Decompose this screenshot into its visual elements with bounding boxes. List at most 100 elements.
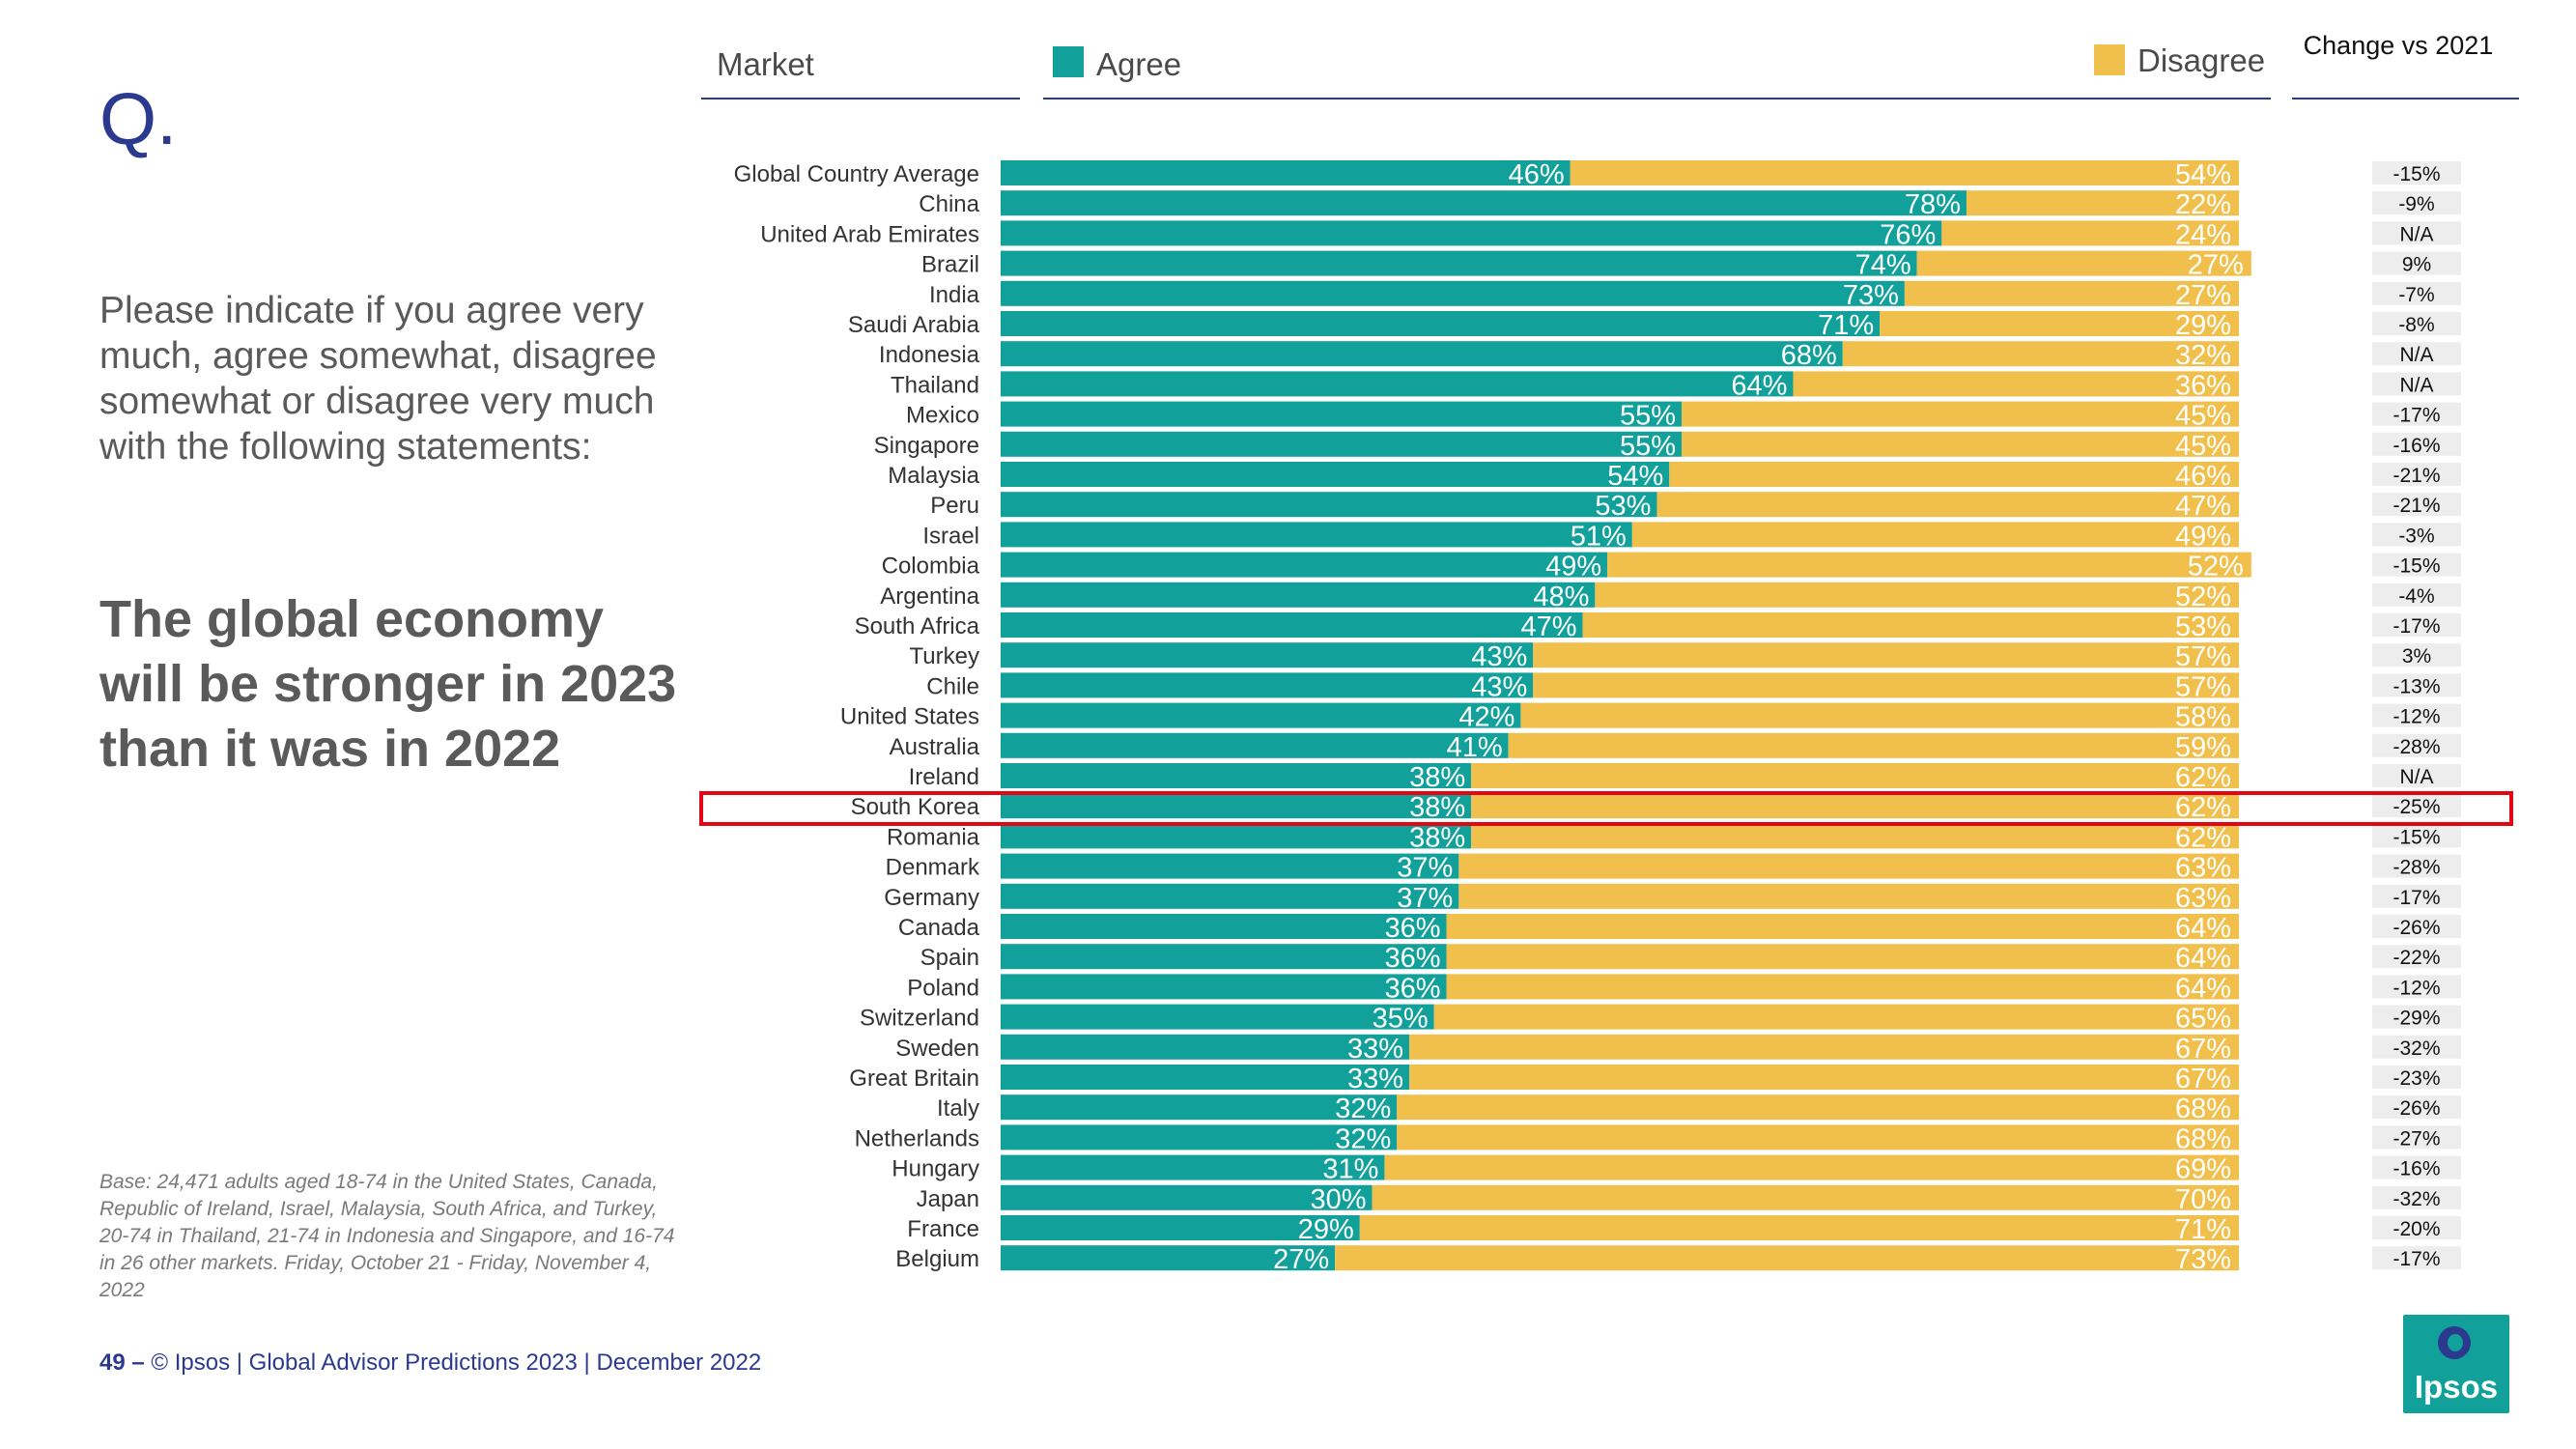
- agree-data-label: 36%: [1384, 973, 1440, 1004]
- change-value: -17%: [2392, 405, 2440, 427]
- agree-data-label: 37%: [1397, 853, 1453, 884]
- agree-bar: [1001, 311, 1881, 336]
- agree-data-label: 76%: [1880, 219, 1936, 250]
- disagree-bar: [1372, 1184, 2239, 1210]
- disagree-data-label: 52%: [2175, 582, 2231, 612]
- disagree-bar: [1508, 732, 2239, 758]
- agree-bar: [1001, 732, 1509, 758]
- change-value: -27%: [2392, 1127, 2440, 1150]
- change-cell: [2372, 975, 2461, 999]
- change-cell: [2372, 1246, 2461, 1270]
- change-value: -16%: [2392, 435, 2440, 457]
- disagree-bar: [1359, 1215, 2239, 1240]
- change-value: -9%: [2398, 193, 2434, 215]
- change-value: -26%: [2392, 1097, 2440, 1120]
- disagree-data-label: 64%: [2175, 943, 2231, 974]
- agree-bar: [1001, 462, 1670, 487]
- disagree-data-label: 59%: [2175, 732, 2231, 763]
- change-value: N/A: [2399, 344, 2433, 366]
- change-value: -21%: [2392, 495, 2440, 517]
- agree-bar: [1001, 1245, 1336, 1271]
- change-value: -16%: [2392, 1158, 2440, 1180]
- agree-data-label: 38%: [1409, 792, 1465, 823]
- disagree-bar: [1656, 492, 2239, 518]
- change-cell: [2372, 251, 2461, 275]
- agree-data-label: 29%: [1298, 1214, 1354, 1245]
- category-label: Australia: [890, 734, 980, 760]
- question-text: Please indicate if you agree very much, …: [99, 290, 657, 468]
- disagree-legend-label: Disagree: [2137, 43, 2266, 78]
- change-cell: [2372, 1185, 2461, 1209]
- disagree-data-label: 36%: [2175, 370, 2231, 401]
- disagree-data-label: 62%: [2175, 762, 2231, 793]
- disagree-data-label: 64%: [2175, 973, 2231, 1004]
- change-value: -3%: [2398, 525, 2434, 547]
- category-label: Italy: [937, 1095, 979, 1122]
- agree-data-label: 55%: [1620, 401, 1676, 432]
- disagree-bar: [1471, 823, 2239, 849]
- change-cell: [2372, 1035, 2461, 1059]
- disagree-bar: [1533, 672, 2239, 698]
- disagree-bar: [1669, 462, 2239, 487]
- agree-bar: [1001, 280, 1905, 306]
- disagree-bar: [1941, 220, 2239, 246]
- agree-bar: [1001, 220, 1942, 246]
- disagree-data-label: 65%: [2175, 1004, 2231, 1035]
- disagree-data-label: 46%: [2175, 461, 2231, 492]
- category-label: Japan: [917, 1186, 979, 1212]
- agree-bar: [1001, 793, 1472, 819]
- question-mark-label: Q.: [99, 78, 178, 160]
- ipsos-logo: Ipsos: [2403, 1315, 2509, 1413]
- agree-bar: [1001, 612, 1583, 638]
- disagree-bar: [1433, 1004, 2239, 1030]
- change-cell: [2372, 342, 2461, 366]
- category-label: Colombia: [882, 554, 980, 580]
- change-cell: [2372, 643, 2461, 668]
- category-label: South Korea: [851, 794, 980, 820]
- agree-legend-label: Agree: [1096, 46, 1182, 82]
- disagree-bar: [1916, 250, 2251, 276]
- change-value: -17%: [2392, 1248, 2440, 1270]
- agree-data-label: 55%: [1620, 431, 1676, 462]
- agree-data-label: 73%: [1843, 280, 1899, 311]
- category-label: Ireland: [909, 764, 979, 790]
- change-value: -13%: [2392, 675, 2440, 697]
- agree-data-label: 27%: [1273, 1244, 1329, 1275]
- category-label: South Africa: [855, 613, 980, 639]
- change-value: -15%: [2392, 163, 2440, 185]
- category-label: Poland: [907, 975, 979, 1001]
- category-label: Brazil: [921, 252, 979, 278]
- agree-data-label: 43%: [1471, 641, 1527, 672]
- agree-bar: [1001, 1094, 1398, 1121]
- disagree-data-label: 67%: [2175, 1064, 2231, 1094]
- disagree-bar: [1471, 793, 2239, 819]
- disagree-bar: [1533, 642, 2239, 668]
- disagree-data-label: 73%: [2175, 1244, 2231, 1275]
- change-value: N/A: [2399, 223, 2433, 245]
- agree-bar: [1001, 642, 1534, 668]
- disagree-bar: [1682, 401, 2239, 427]
- category-label: Chile: [926, 673, 979, 699]
- change-cell: [2372, 1095, 2461, 1120]
- category-label: Thailand: [891, 372, 979, 398]
- disagree-data-label: 63%: [2175, 883, 2231, 914]
- change-value: -15%: [2392, 555, 2440, 578]
- statement-text: The global economy will be stronger in 2…: [99, 590, 677, 778]
- agree-data-label: 64%: [1731, 370, 1787, 401]
- category-label: Hungary: [892, 1156, 979, 1182]
- agree-data-label: 38%: [1409, 822, 1465, 853]
- disagree-data-label: 67%: [2175, 1034, 2231, 1065]
- agree-data-label: 37%: [1397, 883, 1453, 914]
- change-cell: [2372, 553, 2461, 577]
- disagree-bar: [1682, 431, 2239, 457]
- disagree-data-label: 45%: [2175, 431, 2231, 462]
- change-cell: [2372, 1065, 2461, 1089]
- disagree-bar: [1397, 1094, 2239, 1121]
- agree-bar: [1001, 371, 1794, 397]
- disagree-bar: [1880, 311, 2239, 336]
- disagree-bar: [1595, 582, 2239, 608]
- disagree-bar: [1458, 883, 2239, 909]
- disagree-bar: [1335, 1245, 2239, 1271]
- disagree-bar: [1409, 1034, 2239, 1060]
